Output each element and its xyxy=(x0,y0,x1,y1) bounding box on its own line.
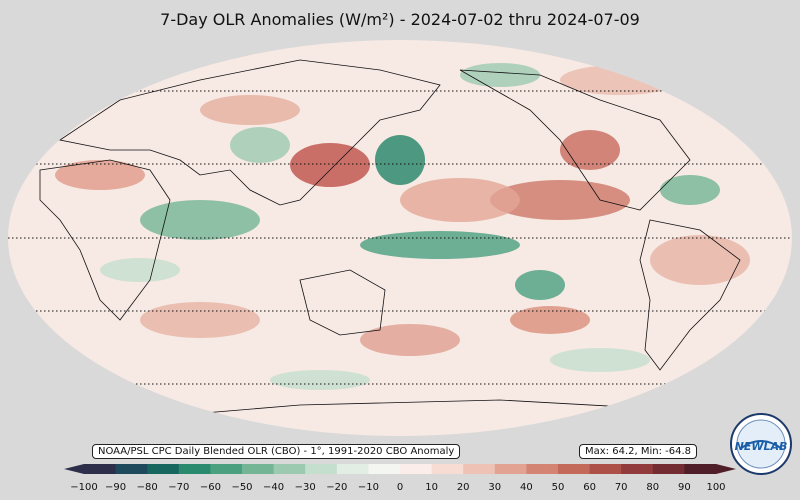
colorbar-cell xyxy=(305,464,338,474)
colorbar-cell xyxy=(336,464,369,474)
colorbar-min-arrow xyxy=(64,464,84,474)
colorbar-tick-label: 10 xyxy=(425,482,438,493)
colorbar-tick-label: −100 xyxy=(70,482,98,493)
colorbar-tick-label: −40 xyxy=(263,482,285,493)
colorbar-tick-label: 100 xyxy=(706,482,726,493)
colorbar-tick-label: −50 xyxy=(231,482,253,493)
colorbar-tick-label: 60 xyxy=(583,482,596,493)
stats-box: Max: 64.2, Min: -64.8 xyxy=(579,444,698,459)
colorbar-cell xyxy=(400,464,433,474)
colorbar-cell xyxy=(431,464,464,474)
colorbar-tick-label: −90 xyxy=(105,482,127,493)
colorbar-tick-label: 0 xyxy=(396,482,404,493)
colorbar-tick-label: 50 xyxy=(551,482,565,493)
colorbar-tick-label: −80 xyxy=(136,482,158,493)
colorbar-tick-label: −30 xyxy=(294,482,316,493)
colorbar-tick-label: 40 xyxy=(520,482,533,493)
colorbar-cell xyxy=(115,464,148,474)
map-title: 7-Day OLR Anomalies (W/m²) - 2024-07-02 … xyxy=(160,10,640,29)
colorbar-ticks: −100 −90 −80 −70 −60 −50 −40 −30 −20 −10 0 10 20 30 40… xyxy=(0,482,800,496)
colorbar-cell xyxy=(684,464,717,474)
colorbar-cell xyxy=(589,464,622,474)
colorbar-cell xyxy=(147,464,180,474)
colorbar-tick-label: −60 xyxy=(199,482,221,493)
colorbar-tick-label: −20 xyxy=(326,482,348,493)
colorbar-tick-label: 30 xyxy=(488,482,502,493)
colorbar-tick-label: 20 xyxy=(456,482,470,493)
colorbar-cell xyxy=(558,464,591,474)
colorbar-cell xyxy=(178,464,211,474)
logo-text: NEWLAB xyxy=(735,440,788,453)
colorbar-cell xyxy=(84,464,117,474)
colorbar-cell xyxy=(652,464,685,474)
colorbar-max-arrow xyxy=(716,464,736,474)
colorbar-tick-label: 70 xyxy=(614,482,628,493)
colorbar-tick-label: −10 xyxy=(357,482,379,493)
colorbar-tick-label: 90 xyxy=(678,482,691,493)
colorbar-cell xyxy=(210,464,243,474)
colorbar-cell xyxy=(621,464,654,474)
colorbar-cell xyxy=(242,464,275,474)
anomaly-field xyxy=(8,40,792,436)
colorbar xyxy=(64,464,736,474)
source-note: NOAA/PSL CPC Daily Blended OLR (CBO) - 1… xyxy=(92,444,461,459)
colorbar-tick-label: −70 xyxy=(168,482,190,493)
colorbar-cell xyxy=(273,464,306,474)
noaa-logo: NEWLAB xyxy=(730,413,792,475)
colorbar-tick-label: 80 xyxy=(646,482,660,493)
colorbar-cell xyxy=(368,464,401,474)
colorbar-cell xyxy=(463,464,496,474)
colorbar-cell xyxy=(526,464,559,474)
colorbar-cell xyxy=(494,464,527,474)
